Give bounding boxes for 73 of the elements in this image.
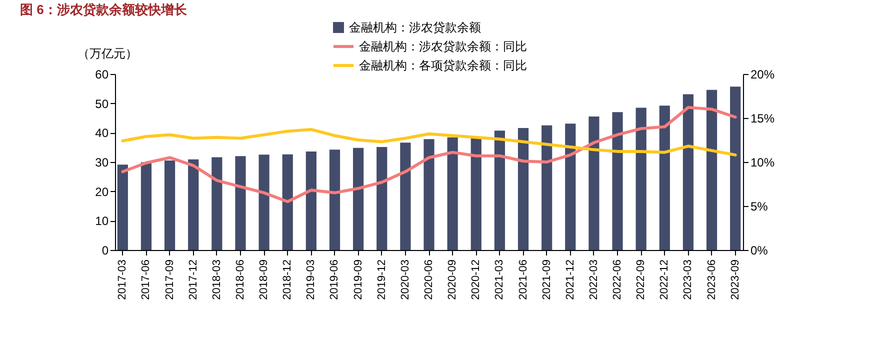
y2-tick-label: 0% — [750, 244, 768, 258]
bar — [636, 108, 646, 250]
line-series — [121, 128, 737, 156]
x-tick-label: 2017-03 — [116, 260, 129, 300]
bar — [659, 106, 670, 250]
x-tick-label: 2020-12 — [470, 260, 482, 300]
bar — [518, 128, 529, 250]
x-tick-label: 2022-03 — [588, 260, 600, 300]
bar — [682, 94, 694, 250]
y-tick-label: 60 — [95, 68, 109, 82]
x-tick-label: 2019-12 — [376, 260, 388, 300]
x-tick-label: 2017-06 — [140, 260, 152, 300]
bar — [306, 151, 316, 250]
bar — [188, 159, 199, 250]
bar — [730, 86, 741, 250]
x-tick-label: 2019-06 — [328, 260, 341, 300]
y-tick-label: 20 — [95, 184, 109, 199]
y2-tick-label: 20% — [750, 68, 775, 82]
x-tick-label: 2020-06 — [423, 260, 435, 300]
bar — [212, 157, 222, 250]
bar — [400, 142, 411, 250]
x-tick-label: 2018-06 — [234, 260, 246, 300]
bar — [424, 139, 434, 250]
legend-label: 金融机构：各项贷款余额：同比 — [359, 58, 527, 72]
bar — [140, 162, 152, 250]
x-tick-label: 2019-09 — [352, 260, 364, 300]
x-tick-label: 2018-03 — [210, 260, 223, 300]
legend-label: 金融机构：涉农贷款余额：同比 — [359, 40, 527, 54]
bar — [282, 154, 293, 250]
y-tick-label: 50 — [95, 96, 109, 111]
chart-title: 图 6：涉农贷款余额较快增长 — [20, 2, 188, 17]
bar — [376, 147, 388, 250]
x-tick-label: 2021-12 — [564, 260, 576, 300]
bar — [447, 137, 458, 250]
x-tick-label: 2023-09 — [729, 260, 742, 300]
x-tick-label: 2023-03 — [682, 260, 694, 300]
bar — [612, 112, 623, 250]
x-tick-label: 2017-09 — [164, 260, 176, 300]
bar — [164, 160, 176, 250]
y2-tick-label: 15% — [750, 112, 775, 126]
x-tick-label: 2018-09 — [258, 260, 270, 300]
bar — [235, 156, 246, 250]
x-tick-label: 2022-09 — [635, 260, 648, 300]
y-axis-title: （万亿元） — [78, 46, 138, 60]
bar — [329, 150, 340, 250]
y-tick-label: 30 — [95, 156, 109, 170]
x-tick-label: 2021-06 — [517, 260, 530, 300]
y-tick-label: 10 — [95, 214, 109, 228]
x-tick-label: 2021-09 — [540, 260, 553, 300]
y-tick-label: 40 — [95, 126, 109, 140]
x-tick-label: 2022-12 — [658, 260, 671, 300]
bar — [588, 116, 600, 250]
bar — [353, 148, 364, 250]
x-tick-label: 2018-12 — [282, 260, 294, 300]
y-tick-label: 0 — [102, 244, 109, 258]
bar — [258, 154, 270, 250]
x-tick-label: 2020-09 — [446, 260, 459, 300]
y2-tick-label: 5% — [750, 200, 768, 214]
bar — [542, 125, 552, 250]
bar — [494, 130, 505, 250]
x-tick-label: 2020-03 — [399, 260, 412, 300]
bar — [470, 136, 482, 250]
x-tick-label: 2021-03 — [494, 260, 506, 300]
bar — [117, 164, 128, 250]
legend-label: 金融机构：涉农贷款余额 — [349, 20, 481, 34]
x-tick-label: 2017-12 — [187, 260, 200, 300]
x-tick-label: 2023-06 — [706, 260, 718, 300]
y2-tick-label: 10% — [750, 156, 775, 170]
line-series — [121, 106, 737, 204]
x-tick-label: 2022-06 — [612, 260, 624, 300]
x-tick-label: 2019-03 — [305, 260, 318, 300]
bar — [565, 124, 576, 250]
bar — [706, 90, 718, 250]
